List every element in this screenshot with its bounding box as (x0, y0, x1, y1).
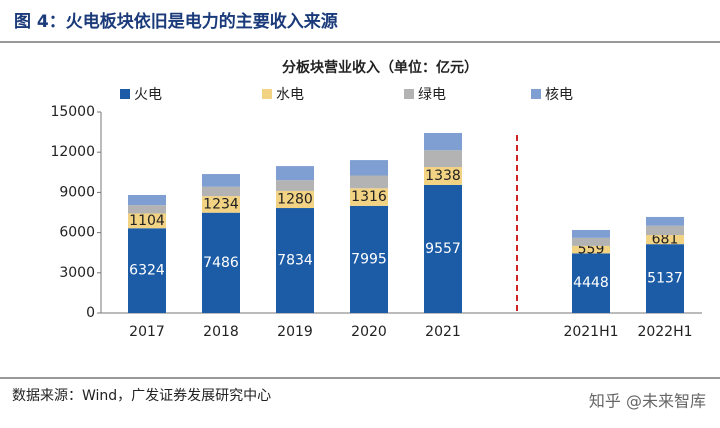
legend-swatch (404, 89, 414, 99)
x-tick-label: 2018 (203, 324, 239, 340)
value-label: 1316 (351, 189, 387, 205)
bar-segment (424, 184, 462, 313)
x-tick-label: 2021H1 (563, 324, 618, 340)
value-label: 1234 (203, 196, 239, 212)
x-tick-label: 2020 (351, 324, 387, 340)
value-label: 1104 (129, 213, 165, 229)
figure-title: 图 4：火电板块依旧是电力的主要收入来源 (14, 11, 338, 32)
bar-segment (128, 213, 166, 229)
chart-title: 分板块营业收入（单位：亿元） (282, 59, 478, 76)
y-tick-label: 15000 (50, 104, 95, 120)
x-tick-label: 2022H1 (637, 324, 692, 340)
value-label: 1338 (425, 168, 461, 184)
y-tick-label: 9000 (59, 184, 95, 200)
value-label: 6324 (129, 263, 165, 279)
value-label: 4448 (573, 275, 609, 291)
bar-segment (128, 228, 166, 313)
bar-segment (572, 245, 610, 254)
y-tick-label: 12000 (50, 144, 95, 160)
legend-label: 火电 (134, 87, 162, 103)
legend-label: 核电 (545, 87, 573, 103)
bar-segment (572, 237, 610, 246)
value-label: 7995 (351, 251, 387, 267)
value-label: 9557 (425, 241, 461, 257)
y-tick-label: 0 (86, 305, 95, 321)
legend-swatch (120, 89, 130, 99)
value-label: 681 (652, 232, 679, 248)
bar-segment (424, 167, 462, 185)
y-tick-label: 3000 (59, 265, 95, 281)
bar-segment (350, 175, 388, 189)
source: 数据来源：Wind，广发证券发展研究中心 (12, 388, 271, 404)
value-label: 5137 (647, 271, 683, 287)
bar-segment (202, 212, 240, 313)
value-label: 7834 (277, 253, 313, 269)
x-tick-label: 2017 (129, 324, 165, 340)
bar-segment (276, 190, 314, 209)
x-tick-label: 2021 (425, 324, 461, 340)
bar-segment (572, 253, 610, 313)
bar-segment (646, 244, 684, 313)
value-label: 7486 (203, 255, 239, 271)
bar-segment (350, 160, 388, 176)
bar-segment (276, 208, 314, 313)
y-tick-label: 6000 (59, 225, 95, 241)
bar-segment (646, 235, 684, 245)
bar-segment (646, 225, 684, 236)
bar-segment (276, 166, 314, 181)
bar-segment (350, 205, 388, 313)
bar-segment (572, 229, 610, 238)
watermark: 知乎 @未来智库 (589, 392, 706, 411)
bar-segment (202, 174, 240, 187)
bar-segment (128, 205, 166, 214)
legend-swatch (531, 89, 541, 99)
bar-segment (350, 188, 388, 206)
bar-segment (128, 194, 166, 206)
x-tick-label: 2019 (277, 324, 313, 340)
legend-label: 水电 (276, 87, 304, 103)
bar-segment (424, 132, 462, 151)
bar-segment (424, 150, 462, 168)
value-label: 1280 (277, 191, 313, 207)
bar-segment (202, 196, 240, 213)
legend-label: 绿电 (418, 87, 446, 103)
legend-swatch (262, 89, 272, 99)
bar-segment (202, 186, 240, 197)
bar-segment (646, 216, 684, 226)
bar-segment (276, 180, 314, 191)
